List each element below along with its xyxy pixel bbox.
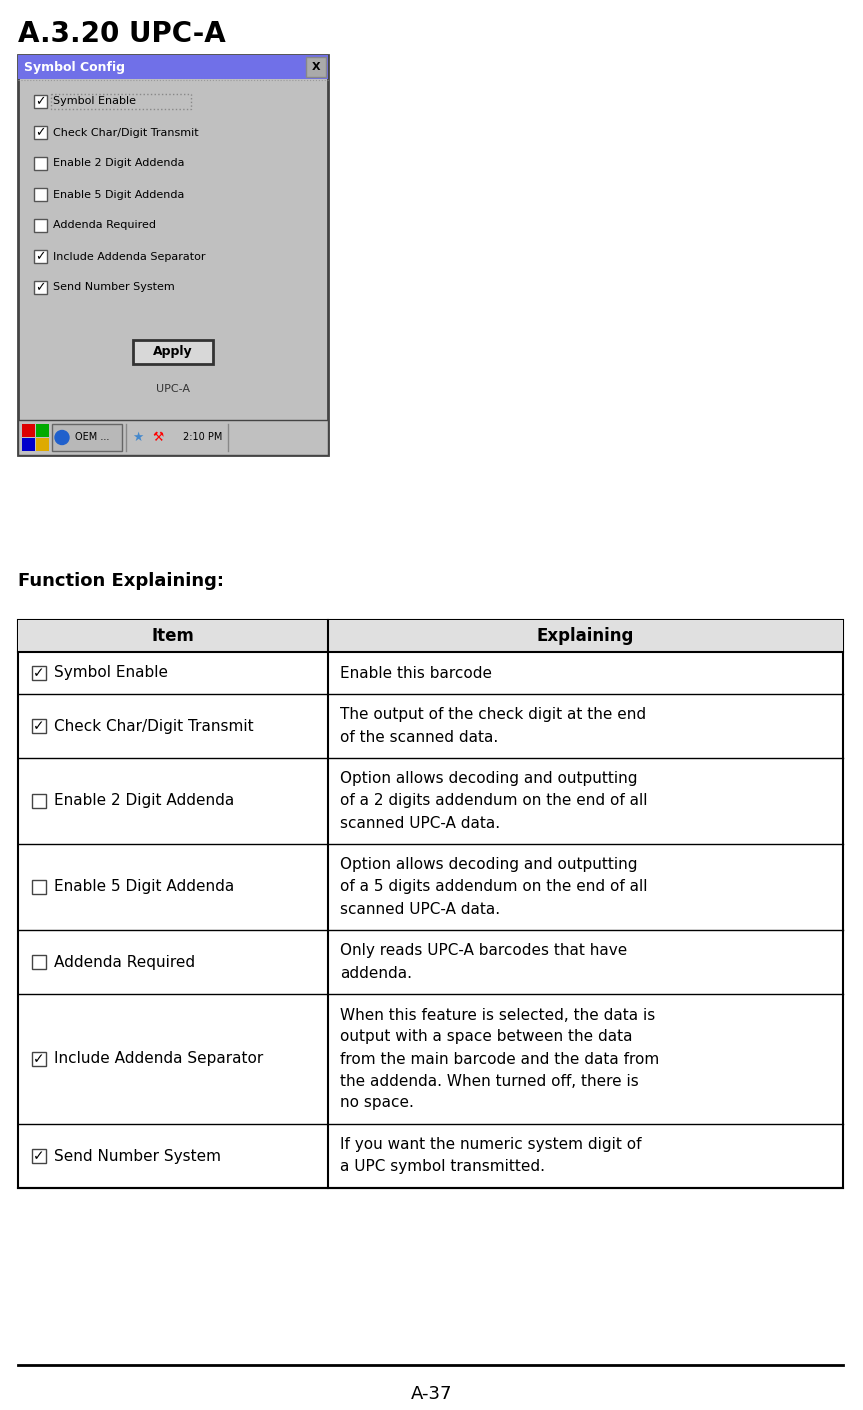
Bar	[36, 439, 49, 451]
Text: OEM ...: OEM ...	[75, 433, 110, 443]
Bar	[18, 55, 328, 455]
Text: When this feature is selected, the data is: When this feature is selected, the data …	[340, 1008, 655, 1022]
Text: A.3.20 UPC-A: A.3.20 UPC-A	[18, 20, 226, 48]
Bar	[51, 94, 191, 109]
Bar	[18, 620, 843, 651]
Text: Apply: Apply	[154, 345, 192, 358]
Bar	[32, 880, 46, 894]
Text: Enable 2 Digit Addenda: Enable 2 Digit Addenda	[53, 158, 185, 169]
Bar	[32, 794, 46, 808]
Text: ✓: ✓	[33, 1052, 45, 1066]
Text: The output of the check digit at the end: The output of the check digit at the end	[340, 708, 646, 722]
Bar	[32, 1052, 46, 1066]
Text: ★: ★	[132, 431, 143, 444]
Bar	[36, 424, 49, 437]
Text: Include Addenda Separator: Include Addenda Separator	[53, 251, 205, 261]
Text: ⚒: ⚒	[153, 431, 164, 444]
Text: Function Explaining:: Function Explaining:	[18, 572, 224, 589]
Text: ✓: ✓	[35, 125, 46, 140]
Text: of a 5 digits addendum on the end of all: of a 5 digits addendum on the end of all	[340, 880, 647, 894]
Bar	[34, 94, 47, 109]
Text: from the main barcode and the data from: from the main barcode and the data from	[340, 1052, 659, 1066]
Text: Option allows decoding and outputting: Option allows decoding and outputting	[340, 771, 638, 787]
Text: Enable 5 Digit Addenda: Enable 5 Digit Addenda	[54, 880, 234, 894]
Bar	[18, 620, 843, 1189]
Text: no space.: no space.	[340, 1096, 414, 1111]
Text: ✓: ✓	[35, 281, 46, 295]
Bar	[34, 157, 47, 171]
Text: Option allows decoding and outputting: Option allows decoding and outputting	[340, 857, 638, 873]
Bar	[32, 666, 46, 680]
Text: output with a space between the data: output with a space between the data	[340, 1029, 633, 1045]
Text: ✓: ✓	[33, 1149, 45, 1163]
Text: scanned UPC-A data.: scanned UPC-A data.	[340, 901, 501, 916]
Bar	[133, 340, 213, 364]
Text: Explaining: Explaining	[537, 627, 634, 644]
Text: Symbol Enable: Symbol Enable	[54, 666, 168, 681]
Bar	[34, 281, 47, 295]
Text: ✓: ✓	[35, 250, 46, 264]
Text: Enable 2 Digit Addenda: Enable 2 Digit Addenda	[54, 794, 234, 808]
Bar	[52, 424, 122, 451]
Text: Addenda Required: Addenda Required	[53, 220, 156, 230]
Text: ✓: ✓	[33, 666, 45, 680]
Bar	[18, 420, 328, 455]
Bar	[22, 424, 35, 437]
Bar	[32, 719, 46, 733]
Text: Check Char/Digit Transmit: Check Char/Digit Transmit	[54, 719, 254, 733]
Text: of the scanned data.: of the scanned data.	[340, 729, 498, 744]
Bar	[34, 250, 47, 264]
Text: Include Addenda Separator: Include Addenda Separator	[54, 1052, 263, 1066]
Text: ✓: ✓	[35, 94, 46, 109]
Text: Symbol Config: Symbol Config	[24, 61, 125, 73]
Text: Send Number System: Send Number System	[53, 282, 174, 292]
Text: A-37: A-37	[411, 1385, 452, 1403]
Text: Item: Item	[152, 627, 194, 644]
Text: If you want the numeric system digit of: If you want the numeric system digit of	[340, 1138, 641, 1152]
Text: addenda.: addenda.	[340, 966, 412, 980]
Text: Enable 5 Digit Addenda: Enable 5 Digit Addenda	[53, 189, 185, 199]
Bar	[32, 955, 46, 969]
Text: X: X	[312, 62, 320, 72]
Text: ✓: ✓	[33, 719, 45, 733]
Bar	[306, 56, 326, 78]
Text: scanned UPC-A data.: scanned UPC-A data.	[340, 815, 501, 830]
Bar	[34, 188, 47, 202]
Text: Send Number System: Send Number System	[54, 1149, 221, 1163]
Text: Only reads UPC-A barcodes that have: Only reads UPC-A barcodes that have	[340, 943, 627, 959]
Text: Check Char/Digit Transmit: Check Char/Digit Transmit	[53, 127, 198, 138]
Text: Enable this barcode: Enable this barcode	[340, 666, 492, 681]
Text: Symbol Enable: Symbol Enable	[53, 96, 136, 107]
Text: UPC-A: UPC-A	[156, 384, 190, 393]
Text: the addenda. When turned off, there is: the addenda. When turned off, there is	[340, 1073, 639, 1089]
Bar	[34, 125, 47, 140]
Text: a UPC symbol transmitted.: a UPC symbol transmitted.	[340, 1159, 545, 1175]
Text: 2:10 PM: 2:10 PM	[183, 433, 223, 443]
Bar	[22, 439, 35, 451]
Bar	[32, 1149, 46, 1163]
Bar	[34, 219, 47, 233]
Bar	[18, 55, 328, 79]
Text: of a 2 digits addendum on the end of all: of a 2 digits addendum on the end of all	[340, 794, 647, 808]
Circle shape	[55, 430, 69, 444]
Text: Addenda Required: Addenda Required	[54, 955, 195, 970]
